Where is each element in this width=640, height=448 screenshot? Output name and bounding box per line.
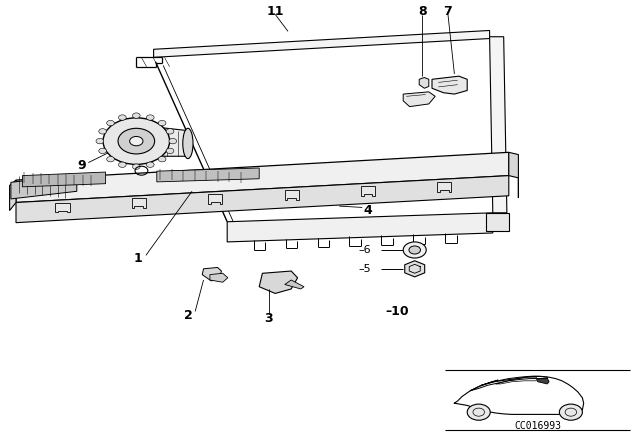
Circle shape (107, 156, 115, 162)
Polygon shape (285, 190, 299, 200)
Polygon shape (132, 198, 146, 208)
Polygon shape (11, 175, 77, 199)
Polygon shape (202, 267, 221, 281)
Polygon shape (419, 78, 429, 88)
Circle shape (147, 162, 154, 168)
Polygon shape (538, 378, 549, 384)
Circle shape (99, 148, 106, 154)
Circle shape (118, 115, 126, 120)
Polygon shape (210, 273, 228, 282)
Circle shape (158, 121, 166, 126)
Polygon shape (227, 213, 493, 242)
Text: 1: 1 (133, 252, 142, 266)
Circle shape (103, 118, 170, 164)
Circle shape (132, 113, 140, 118)
Polygon shape (285, 280, 304, 289)
Text: 3: 3 (264, 311, 273, 325)
Polygon shape (437, 182, 451, 192)
Circle shape (130, 137, 143, 146)
Circle shape (107, 121, 115, 126)
Circle shape (467, 404, 490, 420)
Text: –10: –10 (385, 305, 408, 318)
Circle shape (166, 129, 174, 134)
Circle shape (403, 242, 426, 258)
Circle shape (559, 404, 582, 420)
Polygon shape (56, 202, 70, 212)
Text: CC016993: CC016993 (514, 422, 561, 431)
Circle shape (169, 138, 177, 144)
Polygon shape (10, 180, 16, 211)
Text: –6: –6 (358, 245, 371, 255)
Polygon shape (403, 92, 435, 107)
Polygon shape (490, 37, 507, 213)
Text: 9: 9 (77, 159, 86, 172)
Circle shape (158, 156, 166, 162)
Circle shape (409, 246, 420, 254)
Circle shape (118, 162, 126, 168)
Polygon shape (16, 152, 509, 202)
Text: 7: 7 (444, 4, 452, 18)
Polygon shape (22, 172, 106, 187)
Polygon shape (154, 30, 490, 57)
Polygon shape (208, 194, 222, 204)
Circle shape (118, 128, 155, 154)
Circle shape (166, 148, 174, 154)
Polygon shape (259, 271, 298, 293)
Polygon shape (486, 213, 509, 231)
Circle shape (147, 115, 154, 120)
Text: 2: 2 (184, 309, 193, 323)
Polygon shape (16, 176, 509, 223)
Polygon shape (404, 261, 425, 277)
Circle shape (132, 164, 140, 169)
Polygon shape (361, 186, 375, 196)
Text: 4: 4 (364, 204, 372, 217)
Text: 8: 8 (418, 4, 427, 18)
Text: –5: –5 (358, 264, 371, 274)
Circle shape (96, 138, 104, 144)
Polygon shape (147, 126, 188, 156)
Text: 11: 11 (266, 4, 284, 18)
Polygon shape (432, 76, 467, 94)
Ellipse shape (183, 128, 193, 159)
Polygon shape (157, 168, 259, 182)
Polygon shape (509, 152, 518, 198)
Circle shape (99, 129, 106, 134)
